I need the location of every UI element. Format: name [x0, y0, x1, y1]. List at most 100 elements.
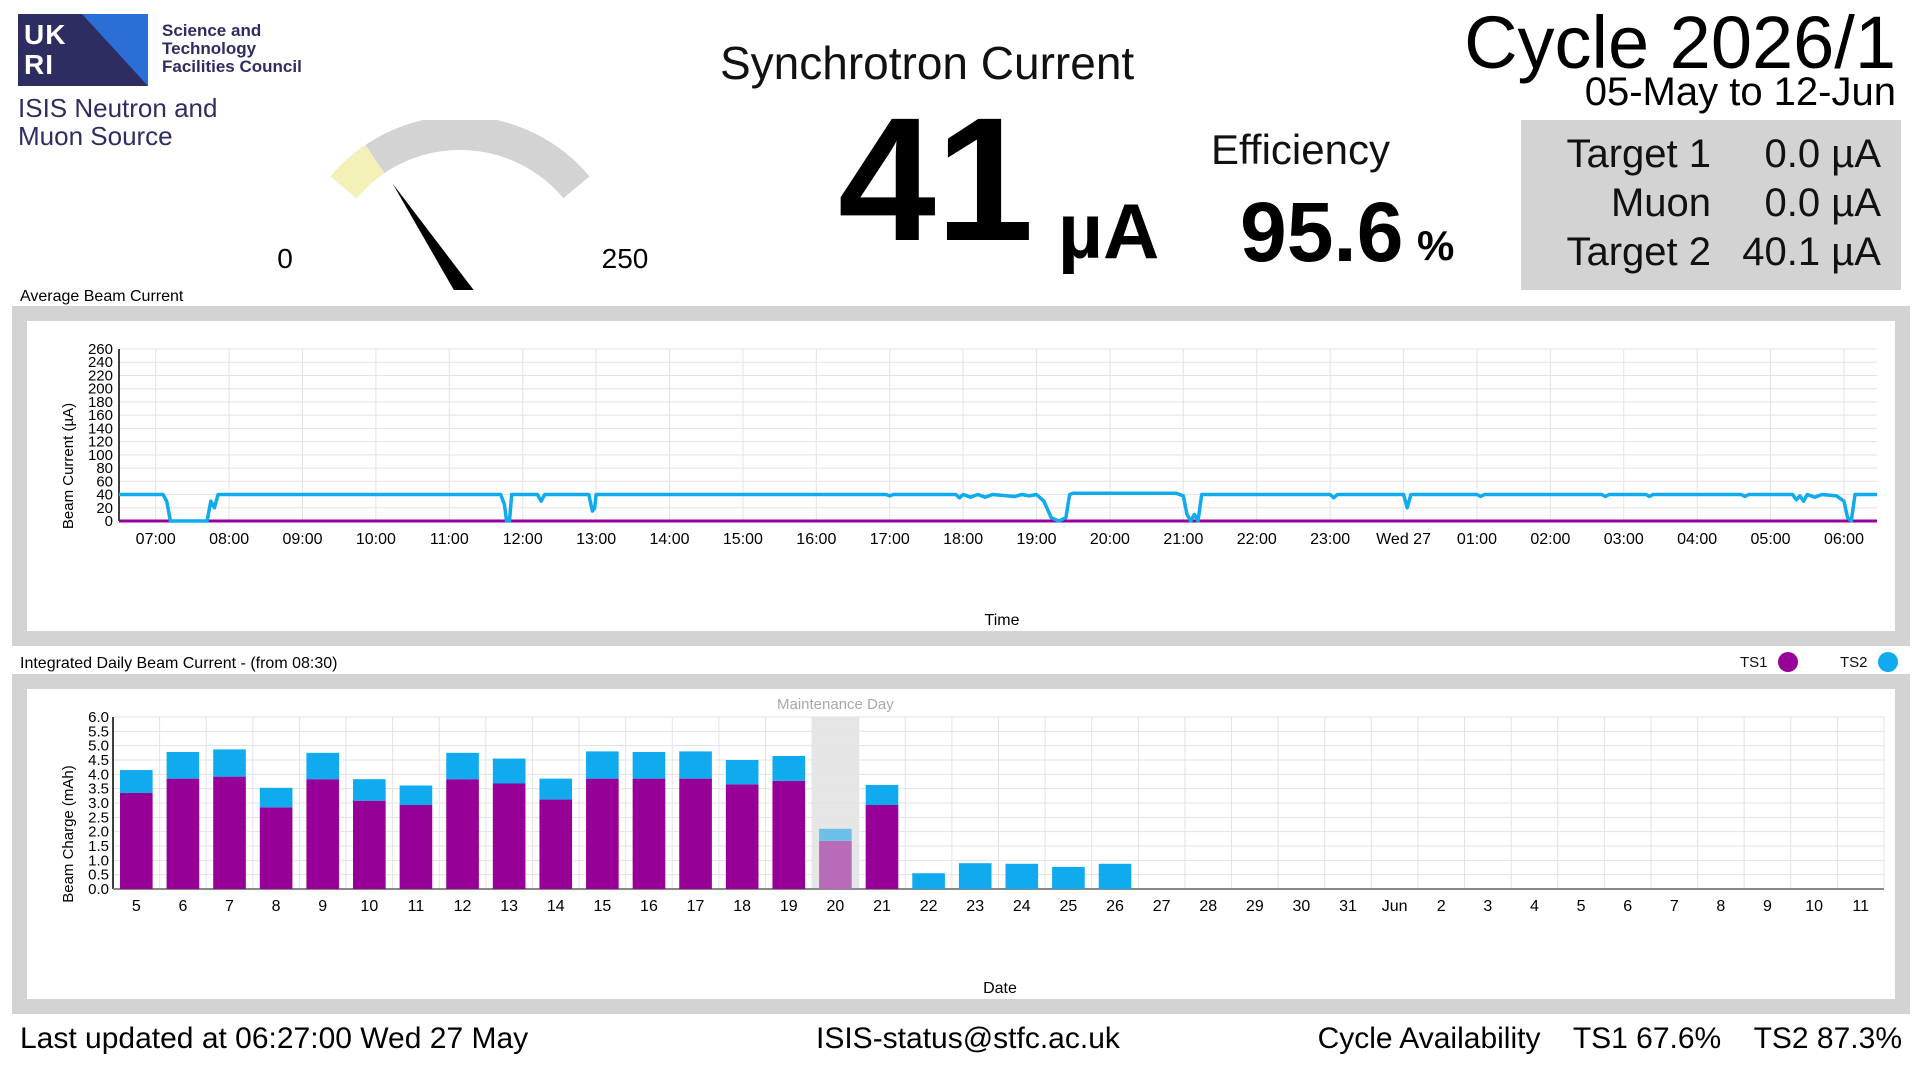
line-chart-y-tick-label: 260	[88, 341, 113, 358]
bar-ts1	[399, 805, 433, 889]
bar-chart-x-tick-label: 6	[178, 898, 187, 915]
ukri-mark: UK RI	[18, 14, 148, 86]
ukri-logo: UK RI Science and Technology Facilities …	[18, 14, 308, 154]
bar-ts2	[819, 828, 852, 841]
bar-chart-x-tick-label: 9	[1763, 898, 1772, 915]
bar-chart-x-tick-label: 5	[132, 898, 141, 915]
bar-chart-x-tick-label: 19	[780, 898, 798, 915]
line-chart-x-tick-label: 20:00	[1090, 531, 1130, 548]
cycle-dates: 05-May to 12-Jun	[1584, 70, 1896, 114]
line-chart-y-tick-label: 120	[88, 434, 113, 451]
bar-chart-x-tick-label: 10	[1805, 898, 1823, 915]
target-row-target1: Target 1 0.0 µA	[1541, 130, 1881, 179]
legend-item-ts1: TS1	[1740, 652, 1798, 672]
bar-chart-y-tick-label: 5.5	[88, 723, 109, 740]
line-chart-x-tick-label: 14:00	[649, 531, 689, 548]
line-chart-y-tick-label: 220	[88, 367, 113, 384]
line-chart-x-tick-label: 07:00	[136, 531, 176, 548]
integrated-beam-current-chart: Maintenance Day 0.00.51.01.52.02.53.03.5…	[60, 696, 1885, 997]
integrated-beam-current-label: Integrated Daily Beam Current - (from 08…	[20, 655, 338, 672]
bar-chart-y-axis-label: Beam Charge (mAh)	[60, 765, 77, 903]
bar-ts2	[679, 751, 712, 779]
current-unit: µA	[1058, 187, 1160, 275]
bar-chart-x-tick-label: 25	[1060, 898, 1078, 915]
bar-chart-x-axis-label: Date	[983, 980, 1017, 997]
target-value: 0.0 µA	[1764, 181, 1881, 225]
gauge-track	[330, 116, 590, 199]
target-name: Muon	[1610, 181, 1711, 225]
legend-item-ts2: TS2	[1840, 652, 1898, 672]
bar-chart-x-tick-label: 11	[1852, 898, 1869, 915]
maintenance-label: Maintenance Day	[777, 696, 894, 713]
isis-name: ISIS Neutron and Muon Source	[18, 94, 278, 150]
line-series-ts2	[119, 491, 1877, 523]
bar-ts2	[1098, 863, 1132, 889]
bar-chart-x-tick-label: 23	[966, 898, 984, 915]
line-chart-x-tick-label: 02:00	[1530, 531, 1570, 548]
bar-ts2	[725, 760, 759, 785]
page-title: Synchrotron Current	[720, 37, 1135, 89]
bar-chart-x-tick-label: 5	[1577, 898, 1586, 915]
legend-dot-ts1	[1777, 652, 1798, 672]
avg-beam-current-panel: 0 20 40 60 80 100 120 140 160 180 200 220 240 260 07:…	[12, 306, 1910, 646]
line-chart-y-tick-label: 240	[88, 354, 113, 371]
bar-chart-x-tick-label: 7	[225, 898, 234, 915]
bar-chart-x-tick-label: 4	[1530, 898, 1539, 915]
contact-email[interactable]: ISIS-status@stfc.ac.uk	[816, 1022, 1120, 1055]
bar-chart-grid	[112, 716, 1885, 890]
bar-chart-y-tick-label: 2.0	[88, 824, 109, 841]
bar-chart-y-tick-label: 2.5	[88, 809, 109, 826]
bar-ts2	[912, 873, 945, 889]
line-chart-y-axis-label: Beam Current (µA)	[60, 403, 77, 529]
chart-legend: TS1 TS2	[1740, 650, 1910, 674]
bar-ts1	[259, 807, 293, 889]
bar-chart-x-tick-label: 26	[1106, 898, 1124, 915]
bar-ts1	[492, 783, 526, 889]
target-row-target2: Target 2 40.1 µA	[1541, 228, 1881, 277]
bar-ts2	[399, 785, 433, 806]
line-chart-y-tick-label: 20	[96, 500, 113, 517]
target-name: Target 2	[1566, 230, 1711, 274]
gauge-svg: 0 250	[277, 116, 649, 305]
bar-ts2	[353, 779, 386, 801]
line-chart-x-tick-label: 03:00	[1604, 531, 1644, 548]
bar-chart-y-tick-label: 6.0	[88, 709, 109, 726]
efficiency-unit: %	[1417, 222, 1455, 269]
line-chart-y-tick-label: 160	[88, 407, 113, 424]
stfc-name-line2: Technology	[162, 39, 257, 58]
bar-chart-x-tick-label: 22	[920, 898, 938, 915]
line-chart-y-tick-label: 40	[96, 487, 113, 504]
line-chart-x-tick-label: 16:00	[796, 531, 836, 548]
line-chart-y-tick-label: 0	[105, 513, 113, 530]
ukri-letters-top: UK	[24, 19, 67, 50]
bar-ts1	[865, 805, 899, 889]
bar-chart-y-tick-label: 0.0	[88, 881, 109, 898]
bar-ts2	[119, 770, 153, 793]
line-chart-x-tick-label: 11:00	[430, 531, 469, 548]
line-chart-x-tick-label: 21:00	[1163, 531, 1203, 548]
bar-chart-y-tick-label: 4.5	[88, 752, 109, 769]
bar-ts1	[213, 776, 246, 889]
line-chart-x-tick-label: 13:00	[576, 531, 616, 548]
bar-ts1	[586, 778, 619, 889]
bar-chart-x-tick-label: 11	[408, 898, 425, 915]
bar-ts2	[306, 752, 340, 780]
line-chart-x-tick-label: 08:00	[209, 531, 249, 548]
legend-label-ts2: TS2	[1840, 653, 1868, 671]
target-row-muon: Muon 0.0 µA	[1541, 179, 1881, 228]
line-chart-x-tick-label: 06:00	[1824, 531, 1864, 548]
line-chart-series	[119, 491, 1877, 523]
bar-chart-y-tick-label: 3.5	[88, 781, 109, 798]
bar-ts1	[166, 778, 200, 889]
gauge-max-label: 250	[602, 243, 649, 274]
line-chart-x-tick-label: 22:00	[1237, 531, 1277, 548]
integrated-beam-current-chart-area: Maintenance Day 0.0 0.5 1.0 1.5 2.0 2.5 3.0 3.5…	[27, 689, 1895, 999]
targets-panel: Target 1 0.0 µA Muon 0.0 µA Target 2 40.…	[1521, 120, 1901, 290]
line-chart-y-tick-label: 100	[88, 447, 113, 464]
ukri-letters-bottom: RI	[24, 49, 54, 80]
bar-ts2	[213, 749, 246, 777]
bar-chart-x-tick-label: 8	[272, 898, 281, 915]
ukri-mark-triangle	[82, 14, 148, 86]
line-chart-x-tick-label: 09:00	[282, 531, 322, 548]
